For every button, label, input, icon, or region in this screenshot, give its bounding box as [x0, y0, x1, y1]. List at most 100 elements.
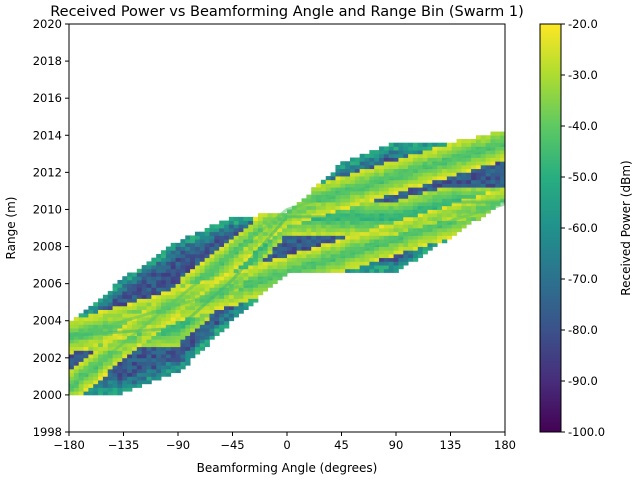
- heatmap-cell: [330, 231, 336, 236]
- heatmap-cell: [442, 176, 448, 181]
- heatmap-cell: [408, 253, 414, 259]
- heatmap-cell: [83, 346, 89, 351]
- heatmap-cell: [136, 331, 143, 336]
- heatmap-cell: [471, 142, 477, 147]
- heatmap-cell: [427, 231, 433, 236]
- heatmap-cell: [345, 231, 351, 236]
- heatmap-cell: [359, 198, 365, 203]
- heatmap-cell: [83, 368, 89, 374]
- heatmap-cell: [199, 291, 206, 296]
- heatmap-cell: [398, 209, 404, 214]
- heatmap-cell: [403, 209, 409, 214]
- heatmap-cell: [437, 179, 443, 184]
- heatmap-cell: [500, 138, 505, 144]
- heatmap-cell: [412, 198, 419, 203]
- heatmap-cell: [480, 157, 487, 162]
- heatmap-cell: [316, 190, 322, 196]
- heatmap-cell: [88, 380, 94, 385]
- heatmap-cell: [146, 339, 152, 344]
- heatmap-cell: [325, 261, 331, 266]
- heatmap-cell: [117, 376, 123, 381]
- heatmap-cell: [180, 346, 186, 351]
- heatmap-cell: [432, 213, 438, 218]
- heatmap-cell: [475, 146, 482, 151]
- heatmap-cell: [175, 298, 181, 303]
- heatmap-cell: [316, 220, 322, 225]
- heatmap-cell: [475, 142, 482, 147]
- heatmap-cell: [78, 342, 84, 348]
- heatmap-cell: [471, 153, 477, 158]
- heatmap-cell: [233, 253, 239, 259]
- heatmap-cell: [267, 239, 273, 244]
- heatmap-cell: [224, 279, 230, 285]
- heatmap-cell: [127, 383, 133, 388]
- heatmap-cell: [214, 331, 220, 336]
- heatmap-cell: [253, 291, 259, 296]
- heatmap-cell: [490, 190, 496, 196]
- heatmap-cell: [335, 164, 341, 170]
- heatmap-cell: [495, 161, 501, 166]
- heatmap-cell: [156, 365, 162, 370]
- heatmap-cell: [359, 220, 365, 225]
- heatmap-cell: [480, 153, 487, 158]
- heatmap-cell: [374, 176, 380, 181]
- heatmap-cell: [301, 209, 307, 214]
- heatmap-cell: [451, 142, 457, 147]
- heatmap-cell: [383, 190, 390, 196]
- heatmap-cell: [359, 190, 365, 196]
- heatmap-cell: [78, 317, 84, 322]
- heatmap-cell: [131, 383, 138, 388]
- heatmap-cell: [388, 216, 394, 221]
- heatmap-cell: [330, 250, 336, 255]
- heatmap-cell: [185, 265, 191, 270]
- heatmap-cell: [379, 268, 385, 273]
- heatmap-cell: [480, 142, 487, 147]
- heatmap-cell: [117, 383, 123, 388]
- heatmap-cell: [316, 257, 322, 262]
- heatmap-cell: [311, 220, 317, 225]
- heatmap-cell: [325, 265, 331, 270]
- heatmap-cell: [122, 365, 128, 370]
- heatmap-cell: [437, 142, 443, 147]
- heatmap-cell: [471, 183, 477, 188]
- heatmap-cell: [209, 331, 215, 336]
- heatmap-cell: [412, 146, 419, 151]
- heatmap-cell: [267, 261, 273, 266]
- heatmap-cell: [238, 261, 244, 266]
- heatmap-cell: [437, 157, 443, 162]
- heatmap-cell: [180, 276, 186, 281]
- heatmap-cell: [388, 268, 394, 273]
- heatmap-cell: [141, 361, 147, 366]
- heatmap-cell: [127, 368, 133, 374]
- heatmap-cell: [156, 376, 162, 381]
- heatmap-cell: [417, 172, 424, 177]
- heatmap-cell: [190, 305, 196, 310]
- heatmap-cell: [204, 313, 210, 318]
- heatmap-cell: [369, 220, 375, 225]
- heatmap-cell: [238, 239, 244, 244]
- heatmap-cell: [393, 242, 399, 247]
- heatmap-cell: [272, 250, 278, 255]
- heatmap-cell: [354, 220, 361, 225]
- heatmap-cell: [354, 194, 361, 199]
- heatmap-cell: [156, 324, 162, 329]
- heatmap-cell: [471, 176, 477, 181]
- heatmap-cell: [165, 335, 172, 340]
- heatmap-cell: [136, 279, 143, 285]
- heatmap-cell: [180, 309, 186, 314]
- heatmap-cell: [238, 309, 244, 314]
- heatmap-cell: [180, 354, 186, 359]
- heatmap-cell: [490, 172, 496, 177]
- heatmap-cell: [151, 291, 157, 296]
- heatmap-cell: [461, 164, 467, 170]
- heatmap-cell: [301, 250, 307, 255]
- heatmap-cell: [204, 342, 210, 348]
- heatmap-cell: [141, 372, 147, 377]
- heatmap-cell: [73, 391, 80, 396]
- heatmap-cell: [209, 250, 215, 255]
- heatmap-cell: [349, 257, 356, 262]
- heatmap-cell: [403, 198, 409, 203]
- heatmap-cell: [354, 242, 361, 247]
- heatmap-cell: [238, 279, 244, 285]
- heatmap-cell: [291, 261, 298, 266]
